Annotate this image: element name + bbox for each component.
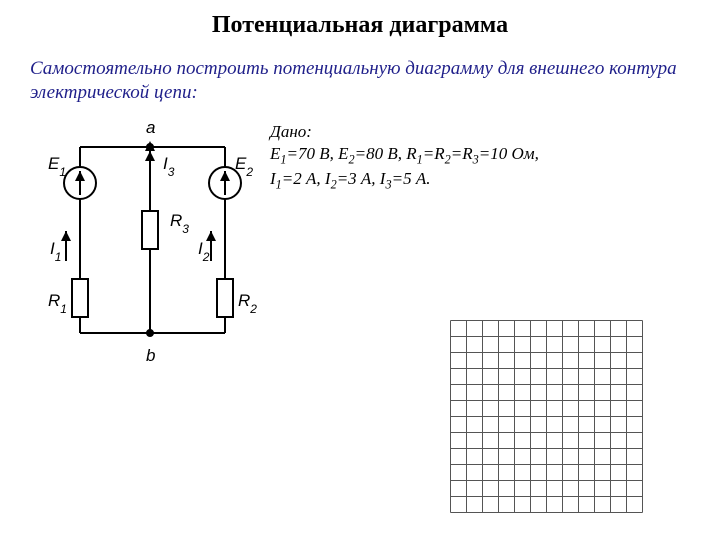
page-title: Потенциальная диаграмма [30,12,690,39]
circuit-diagram: abE1I3E2R3I1I2R1R2 [30,111,270,371]
svg-text:a: a [146,118,155,137]
svg-text:I2: I2 [198,239,210,264]
svg-text:I1: I1 [50,239,61,264]
svg-text:b: b [146,346,155,365]
circuit-column: abE1I3E2R3I1I2R1R2 [30,111,270,376]
given-header: Дано: [270,121,690,143]
page: Потенциальная диаграмма Самостоятельно п… [0,0,720,540]
given-line-2: I1=2 А, I2=3 А, I3=5 А. [270,168,690,193]
svg-text:E1: E1 [48,154,66,179]
svg-text:R2: R2 [238,291,257,316]
given-line-1: E1=70 В, E2=80 В, R1=R2=R3=10 Ом, [270,143,690,168]
blank-grid [450,320,644,514]
blank-grid-area [450,320,644,519]
svg-text:R1: R1 [48,291,67,316]
svg-text:I3: I3 [163,154,175,179]
task-text: Самостоятельно построить потенциальную д… [30,57,690,105]
svg-text:R3: R3 [170,211,189,236]
